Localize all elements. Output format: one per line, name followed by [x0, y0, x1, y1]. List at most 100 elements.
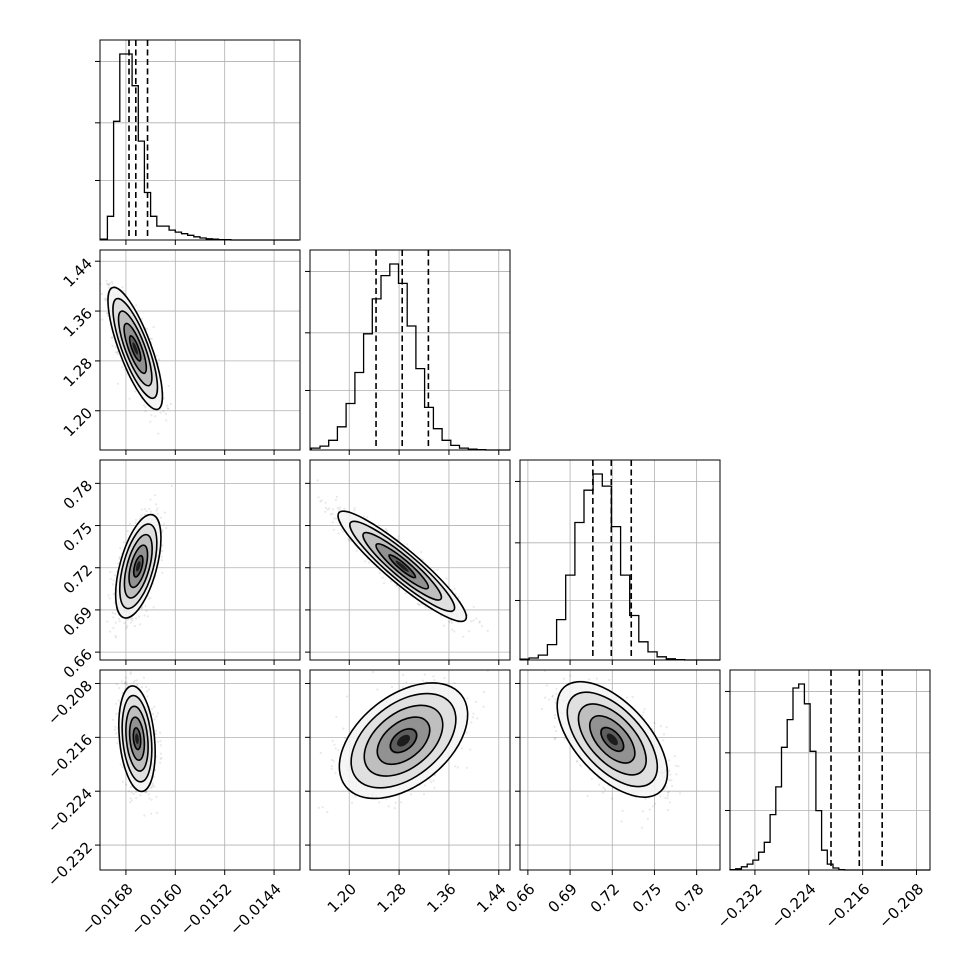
sample-point	[146, 328, 149, 331]
sample-point	[416, 602, 419, 605]
sample-point	[107, 594, 110, 597]
axes-frame	[519, 459, 721, 661]
sample-point	[436, 568, 439, 571]
sample-point	[104, 297, 107, 300]
sample-point	[147, 597, 150, 600]
sample-point	[130, 617, 133, 621]
sample-point	[118, 557, 121, 560]
sample-point	[118, 617, 121, 620]
sample-point	[143, 508, 146, 511]
contour-line	[118, 523, 158, 610]
contour-line	[112, 297, 159, 400]
sample-point	[335, 495, 339, 498]
sample-point	[106, 620, 109, 623]
sample-point	[118, 620, 121, 623]
sample-point	[114, 351, 117, 354]
density-level	[132, 342, 138, 355]
sample-point	[135, 304, 138, 307]
sample-point	[111, 583, 114, 586]
sample-point	[161, 530, 164, 533]
sample-point	[134, 390, 137, 393]
axes-frame	[309, 249, 511, 451]
sample-point	[111, 282, 114, 285]
sample-point	[404, 592, 407, 595]
sample-point	[320, 499, 323, 502]
sample-point	[131, 617, 134, 620]
sample-point	[397, 535, 400, 538]
sample-point	[111, 611, 114, 614]
panel-content	[316, 479, 489, 638]
sample-point	[108, 286, 111, 289]
contours	[114, 513, 162, 619]
sample-point	[144, 410, 147, 413]
sample-point	[143, 513, 146, 516]
sample-point	[155, 509, 158, 512]
sample-point	[324, 506, 327, 509]
sample-point	[109, 570, 112, 574]
grid	[520, 460, 720, 660]
sample-point	[445, 577, 448, 580]
sample-point	[161, 529, 164, 532]
sample-point	[129, 621, 132, 624]
sample-point	[144, 605, 147, 608]
sample-point	[121, 286, 124, 289]
histogram-step	[310, 263, 510, 451]
panel-content	[100, 279, 172, 435]
sample-point	[121, 366, 124, 369]
sample-point	[154, 494, 157, 497]
sample-point	[110, 280, 113, 283]
sample-point	[122, 541, 125, 544]
sample-point	[156, 512, 159, 515]
sample-point	[100, 292, 103, 296]
histogram-panel-0	[95, 39, 301, 245]
sample-point	[161, 544, 164, 547]
sample-point	[133, 625, 136, 628]
sample-point	[448, 620, 451, 624]
sample-point	[104, 299, 108, 302]
sample-point	[111, 344, 114, 347]
contour-line	[128, 544, 149, 589]
sample-point	[110, 336, 114, 339]
sample-point	[384, 528, 387, 531]
sample-point	[453, 630, 456, 633]
sample-point	[368, 561, 371, 564]
sample-point	[386, 529, 389, 532]
sample-point	[114, 621, 117, 624]
sample-point	[324, 501, 327, 504]
sample-point	[105, 279, 108, 282]
sample-point	[159, 411, 162, 414]
sample-point	[424, 605, 427, 608]
sample-point	[398, 587, 401, 591]
sample-point	[331, 521, 334, 524]
sample-point	[334, 498, 337, 501]
sample-point	[450, 621, 454, 625]
sample-point	[468, 630, 471, 633]
sample-point	[108, 282, 111, 285]
sample-point	[157, 432, 160, 435]
density-level	[135, 561, 141, 572]
sample-point	[149, 498, 152, 501]
sample-point	[342, 530, 345, 534]
sample-point	[162, 410, 165, 413]
sample-point	[347, 538, 350, 541]
sample-point	[145, 510, 148, 513]
sample-point	[114, 574, 117, 577]
contours	[107, 286, 164, 411]
contour-line	[132, 554, 144, 578]
density-fill	[108, 288, 162, 409]
sample-point	[142, 404, 146, 407]
sample-point	[337, 532, 340, 535]
sample-point	[106, 314, 109, 317]
sample-point	[362, 515, 365, 518]
sample-point	[152, 326, 155, 329]
sample-point	[146, 615, 149, 618]
contour-line	[128, 335, 142, 362]
sample-point	[105, 282, 108, 285]
sample-point	[114, 612, 117, 615]
sample-point	[150, 337, 153, 340]
grid	[730, 670, 930, 870]
axes-frame	[729, 669, 931, 871]
sample-point	[162, 522, 165, 525]
sample-point	[390, 580, 393, 583]
sample-point	[116, 350, 119, 353]
